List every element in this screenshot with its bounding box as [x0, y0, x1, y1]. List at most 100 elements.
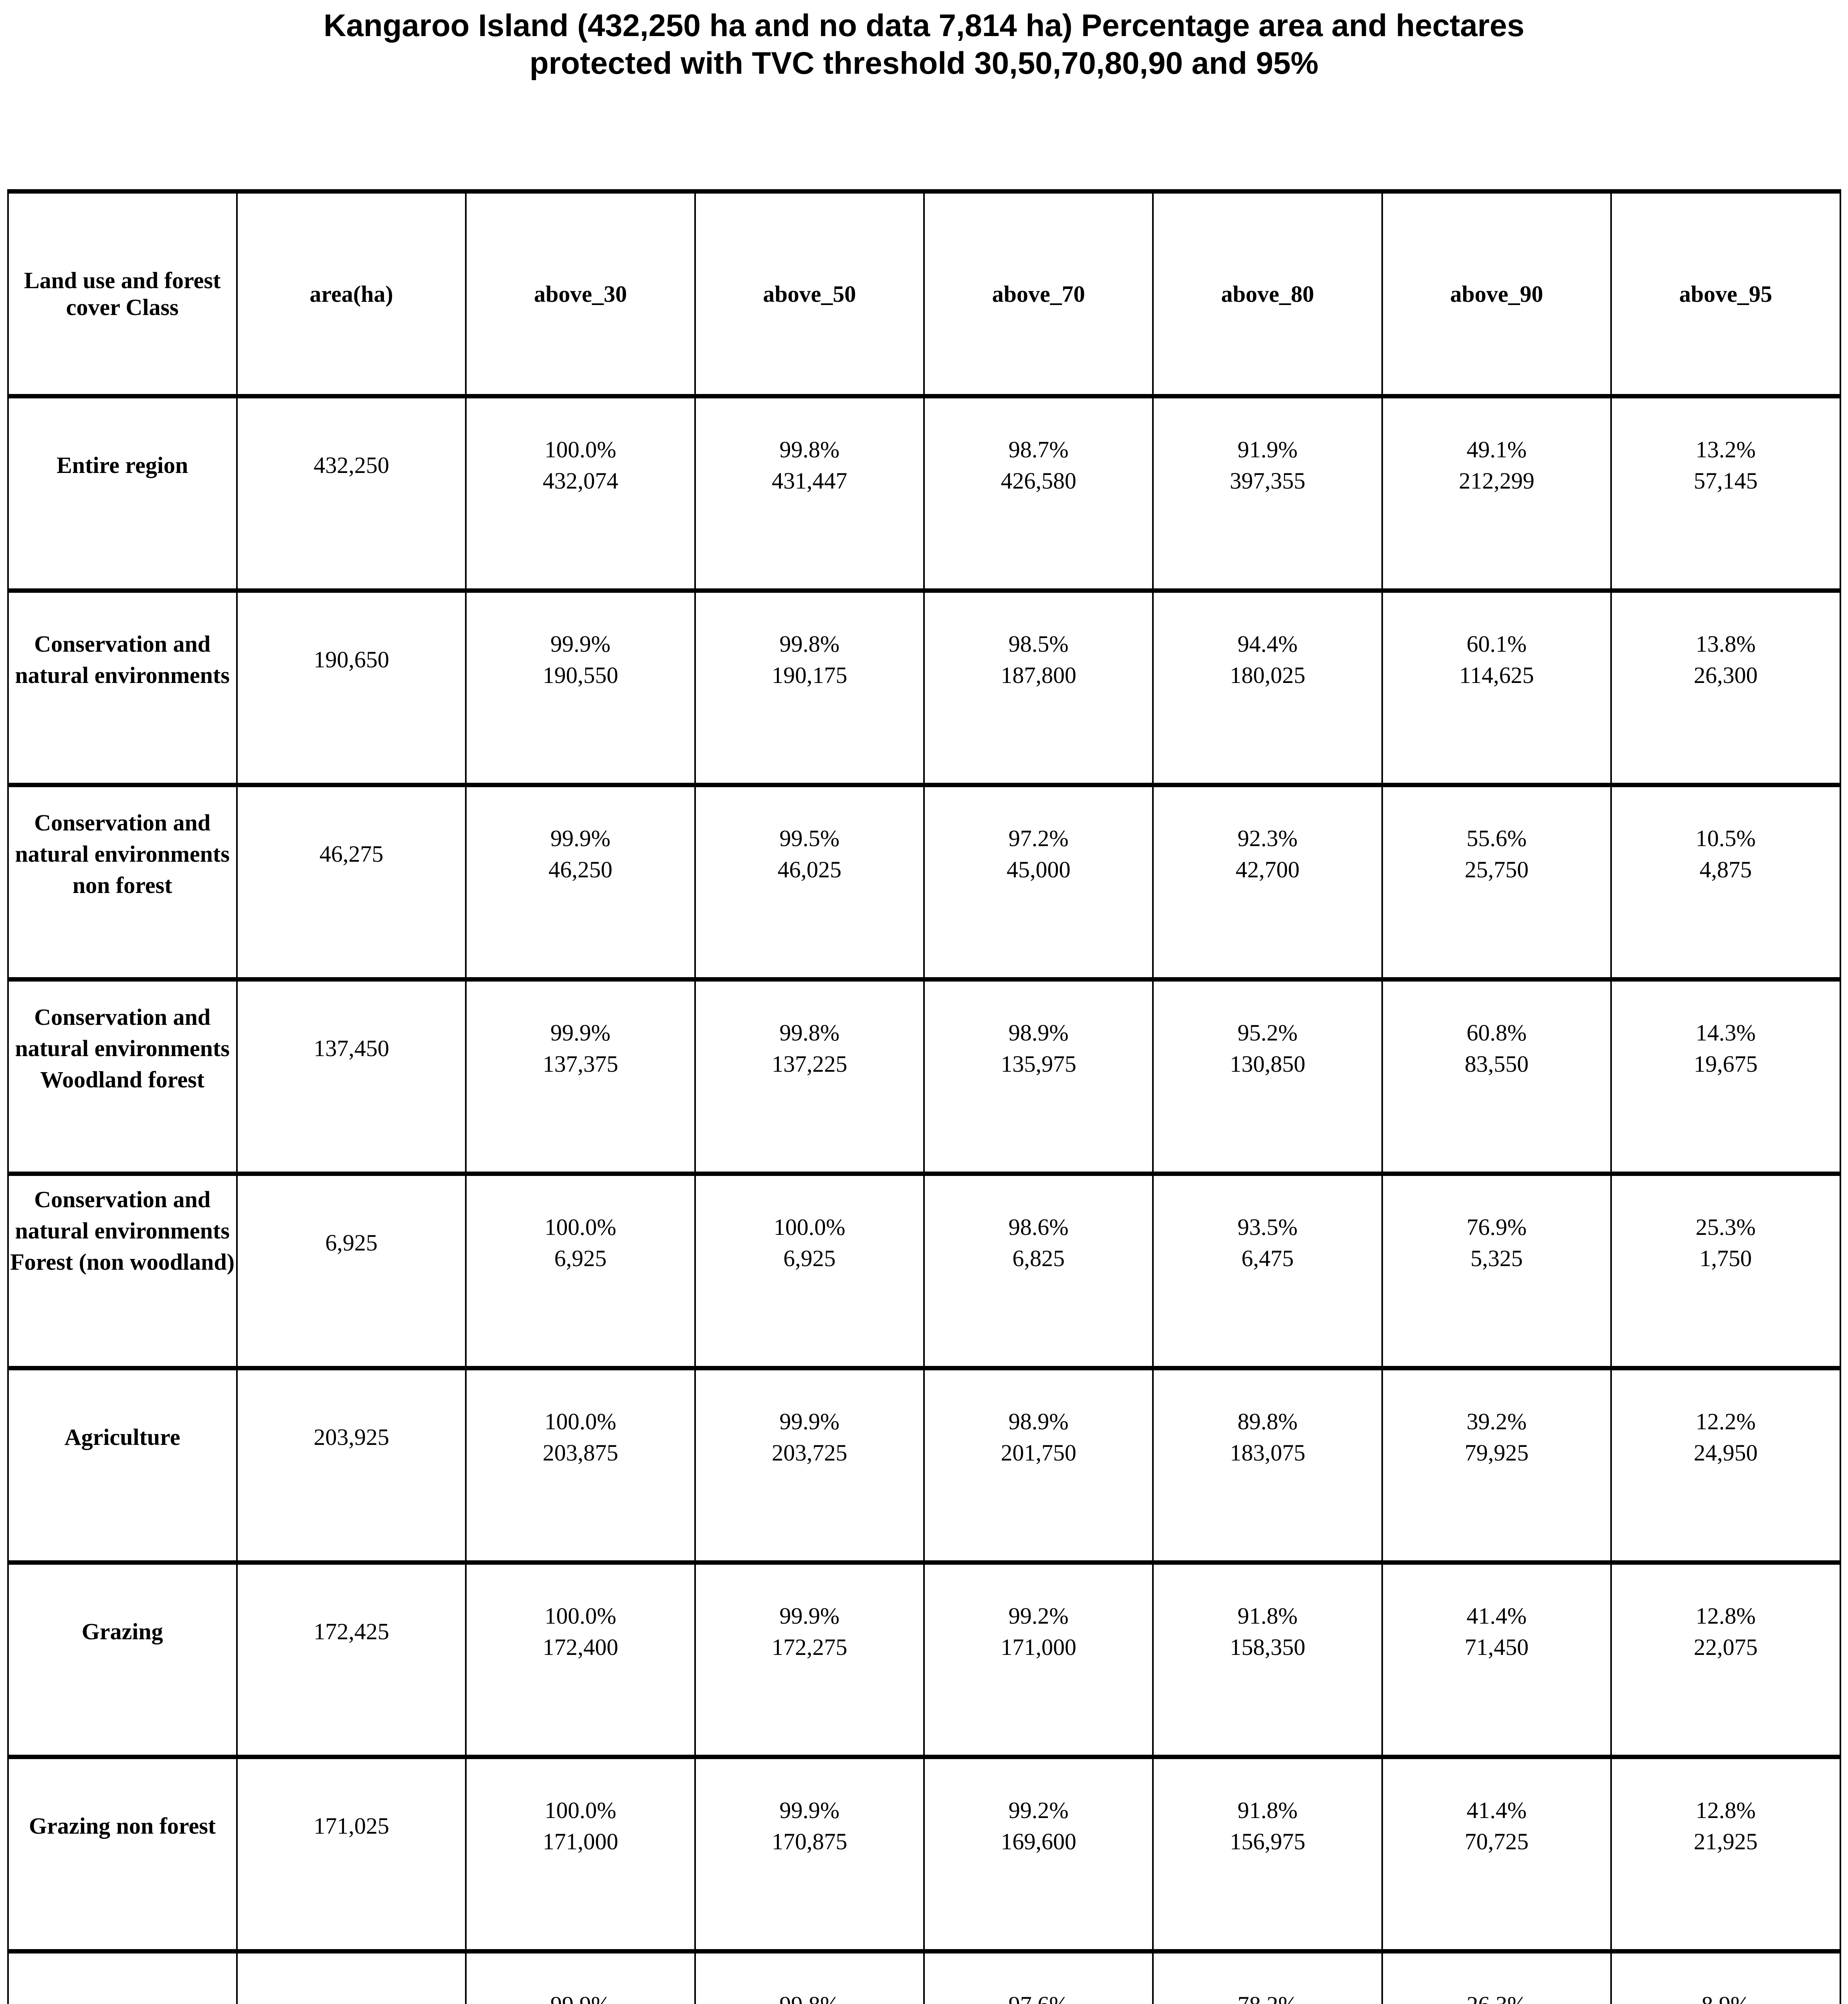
- row-threshold-cell: 93.5% 6,475: [1152, 1172, 1383, 1370]
- percent-value: 100.0%: [544, 1408, 617, 1434]
- hectares-value: 212,299: [1459, 468, 1535, 494]
- percent-value: 8.9%: [1612, 1989, 1839, 2004]
- hectares-value: 187,800: [1001, 662, 1076, 688]
- column-header: above_30: [465, 189, 696, 398]
- row-threshold-cell: 12.2% 24,950: [1610, 1366, 1841, 1565]
- row-area-value: 137,450: [236, 977, 467, 1176]
- hectares-value: 135,975: [1001, 1051, 1076, 1077]
- row-label: Conservation and natural environments Fo…: [7, 1172, 238, 1370]
- row-threshold-cell: 99.5% 46,025: [694, 783, 925, 982]
- row-threshold-cell: 99.8% 431,447: [694, 394, 925, 593]
- hectares-value: 21,925: [1694, 1828, 1758, 1855]
- column-header: above_80: [1152, 189, 1383, 398]
- hectares-value: 180,025: [1229, 662, 1306, 688]
- hectares-value: 42,700: [1235, 857, 1300, 883]
- table-row: Grazing 172,425 100.0% 172,400 99.9% 172,275 9…: [7, 1560, 1841, 1759]
- percent-value: 99.9%: [550, 825, 611, 851]
- row-threshold-cell: 25.3% 1,750: [1610, 1172, 1841, 1370]
- hectares-value: 130,850: [1229, 1051, 1306, 1077]
- percent-value: 99.8%: [779, 436, 840, 463]
- percent-value: 100.0%: [544, 436, 617, 463]
- percent-value: 98.6%: [1008, 1214, 1069, 1240]
- hectares-value: 71,450: [1464, 1634, 1529, 1660]
- percent-value: 13.8%: [1695, 631, 1756, 657]
- row-threshold-cell: 10.5% 4,875: [1610, 783, 1841, 982]
- table-row: Cropping31,12599.9%31,10099.8%31,07597.6…: [7, 1949, 1841, 2004]
- row-threshold-cell: 99.2% 169,600: [923, 1755, 1154, 1953]
- hectares-value: 45,000: [1006, 857, 1071, 883]
- hectares-value: 22,075: [1694, 1634, 1758, 1660]
- percent-value: 55.6%: [1466, 825, 1527, 851]
- row-threshold-cell: 99.9%31,100: [465, 1949, 696, 2004]
- percent-value: 97.6%: [925, 1989, 1152, 2004]
- percent-value: 94.4%: [1237, 631, 1298, 657]
- percent-value: 97.2%: [1008, 825, 1069, 851]
- row-threshold-cell: 100.0% 432,074: [465, 394, 696, 593]
- row-area-value: 171,025: [236, 1755, 467, 1953]
- row-threshold-cell: 100.0% 172,400: [465, 1560, 696, 1759]
- row-threshold-cell: 98.6% 6,825: [923, 1172, 1154, 1370]
- hectares-value: 25,750: [1464, 857, 1529, 883]
- table-header-row: Land use and forest cover Class area(ha) a…: [7, 189, 1841, 398]
- percent-value: 91.8%: [1237, 1603, 1298, 1629]
- percent-value: 99.9%: [467, 1989, 694, 2004]
- percent-value: 25.3%: [1695, 1214, 1756, 1240]
- hectares-value: 6,825: [1012, 1245, 1065, 1271]
- table-row: Grazing non forest 171,025 100.0% 171,000 99…: [7, 1755, 1841, 1953]
- report-page: Kangaroo Island (432,250 ha and no data …: [0, 6, 1848, 2004]
- column-header: Land use and forest cover Class: [7, 189, 238, 398]
- percent-value: 12.2%: [1695, 1408, 1756, 1434]
- hectares-value: 169,600: [1001, 1828, 1076, 1855]
- column-header: above_90: [1381, 189, 1612, 398]
- row-threshold-cell: 41.4% 71,450: [1381, 1560, 1612, 1759]
- hectares-value: 156,975: [1229, 1828, 1306, 1855]
- row-area-value: 6,925: [236, 1172, 467, 1370]
- percent-value: 98.9%: [1008, 1408, 1069, 1434]
- hectares-value: 83,550: [1464, 1051, 1529, 1077]
- percent-value: 41.4%: [1466, 1603, 1527, 1629]
- row-threshold-cell: 91.9% 397,355: [1152, 394, 1383, 593]
- hectares-value: 24,950: [1694, 1440, 1758, 1466]
- table-row: Conservation and natural environments Fo…: [7, 1172, 1841, 1370]
- percent-value: 98.9%: [1008, 1020, 1069, 1046]
- row-threshold-cell: 8.9%2,775: [1610, 1949, 1841, 2004]
- row-area-value: 31,125: [236, 1949, 467, 2004]
- hectares-value: 46,250: [548, 857, 613, 883]
- hectares-value: 190,175: [772, 662, 847, 688]
- row-threshold-cell: 98.5% 187,800: [923, 588, 1154, 787]
- row-threshold-cell: 76.9% 5,325: [1381, 1172, 1612, 1370]
- table-row: Agriculture 203,925 100.0% 203,875 99.9% 203,…: [7, 1366, 1841, 1565]
- hectares-value: 46,025: [777, 857, 842, 883]
- percent-value: 92.3%: [1237, 825, 1298, 851]
- percent-value: 89.8%: [1237, 1408, 1298, 1434]
- column-header: above_50: [694, 189, 925, 398]
- row-label: Conservation and natural environments: [7, 588, 238, 787]
- percent-value: 99.5%: [779, 825, 840, 851]
- row-threshold-cell: 99.8% 137,225: [694, 977, 925, 1176]
- hectares-value: 203,725: [772, 1440, 847, 1466]
- row-threshold-cell: 99.9% 172,275: [694, 1560, 925, 1759]
- column-header: above_70: [923, 189, 1154, 398]
- hectares-value: 171,000: [1001, 1634, 1076, 1660]
- percent-value: 93.5%: [1237, 1214, 1298, 1240]
- row-threshold-cell: 99.9% 46,250: [465, 783, 696, 982]
- hectares-value: 171,000: [542, 1828, 619, 1855]
- hectares-value: 158,350: [1229, 1634, 1306, 1660]
- row-label: Grazing: [7, 1560, 238, 1759]
- hectares-value: 6,925: [783, 1245, 836, 1271]
- percent-value: 98.5%: [1008, 631, 1069, 657]
- column-header: above_95: [1610, 189, 1841, 398]
- percent-value: 78.2%: [1154, 1989, 1381, 2004]
- row-threshold-cell: 12.8% 22,075: [1610, 1560, 1841, 1759]
- row-threshold-cell: 78.2%24,350: [1152, 1949, 1383, 2004]
- row-area-value: 432,250: [236, 394, 467, 593]
- row-threshold-cell: 94.4% 180,025: [1152, 588, 1383, 787]
- table-row: Conservation and natural environments no…: [7, 783, 1841, 982]
- hectares-value: 137,375: [542, 1051, 619, 1077]
- table-row: Entire region 432,250 100.0% 432,074 99.8% 43…: [7, 394, 1841, 593]
- percent-value: 99.9%: [550, 1020, 611, 1046]
- row-label: Conservation and natural environments Wo…: [7, 977, 238, 1176]
- row-threshold-cell: 60.8% 83,550: [1381, 977, 1612, 1176]
- row-threshold-cell: 100.0% 6,925: [465, 1172, 696, 1370]
- hectares-value: 79,925: [1464, 1440, 1529, 1466]
